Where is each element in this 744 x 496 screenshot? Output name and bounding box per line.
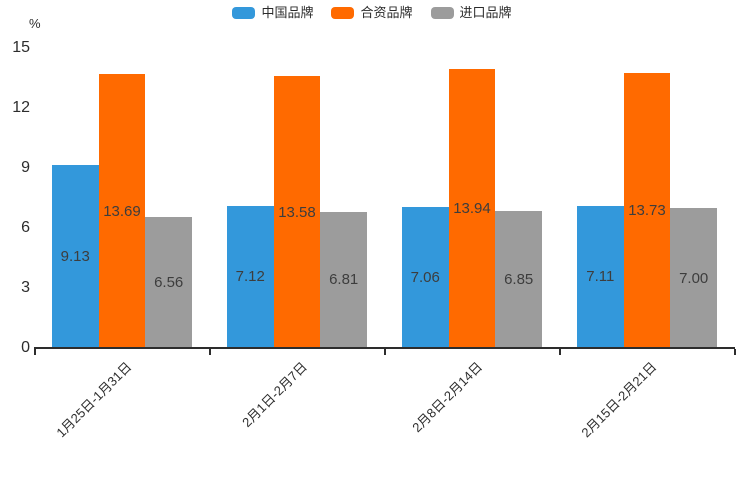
bar-series-0-cat-3: 7.11 (576, 205, 624, 348)
x-axis-tick-mark (383, 349, 386, 355)
bar-value-label: 6.56 (154, 273, 184, 291)
x-axis-tick-mark (33, 349, 36, 355)
bar-value-label: 6.81 (329, 271, 359, 289)
bar-series-2-cat-0: 6.56 (145, 216, 193, 348)
legend-swatch-icon (430, 7, 454, 19)
bar-series-2-cat-3: 7.00 (670, 208, 718, 348)
y-axis-tick-label: 0 (21, 339, 30, 356)
bar-value-label: 13.94 (453, 200, 491, 218)
x-axis-tick-mark (558, 349, 561, 355)
bar-series-0-cat-1: 7.12 (226, 205, 274, 348)
y-axis-tick-label: 15 (12, 39, 30, 56)
x-axis-category-label: 2月8日-2月14日 (408, 359, 485, 436)
bar-value-label: 13.73 (628, 202, 666, 220)
x-axis-line (34, 347, 735, 349)
y-axis-tick-label: 6 (21, 219, 30, 236)
bar-value-label: 9.13 (60, 248, 90, 266)
y-axis-unit-label: % (29, 16, 41, 31)
bar-value-label: 7.11 (586, 268, 615, 286)
legend-item-label: 合资品牌 (360, 5, 413, 20)
legend-item-1[interactable]: 合资品牌 (331, 5, 413, 21)
y-axis-tick-label: 9 (21, 159, 30, 176)
legend-item-label: 中国品牌 (261, 5, 314, 20)
legend-item-0[interactable]: 中国品牌 (232, 5, 313, 21)
legend-item-2[interactable]: 进口品牌 (430, 5, 512, 21)
bar-series-0-cat-2: 7.06 (401, 206, 449, 348)
bar-value-label: 7.06 (410, 268, 440, 286)
bar-series-1-cat-3: 13.73 (623, 73, 671, 348)
x-axis-tick-mark (733, 349, 736, 355)
legend-swatch-icon (331, 7, 355, 19)
y-axis-tick-label: 3 (21, 279, 30, 296)
x-axis-category-label: 1月25日-1月31日 (53, 359, 135, 441)
legend-swatch-icon (232, 7, 256, 19)
bar-value-label: 7.00 (679, 269, 709, 287)
y-axis-tick-label: 12 (12, 99, 30, 116)
bar-value-label: 6.85 (504, 271, 534, 288)
bar-series-2-cat-2: 6.85 (495, 211, 543, 348)
bar-value-label: 7.12 (235, 268, 265, 286)
x-axis-tick-mark (208, 349, 211, 355)
legend: 中国品牌 合资品牌 进口品牌 (0, 5, 744, 21)
bar-value-label: 13.69 (103, 202, 141, 220)
bar-series-2-cat-1: 6.81 (320, 211, 368, 348)
bar-series-1-cat-2: 13.94 (448, 69, 496, 348)
legend-item-label: 进口品牌 (459, 5, 512, 20)
bar-series-0-cat-0: 9.13 (51, 165, 99, 348)
bar-series-1-cat-1: 13.58 (273, 76, 321, 348)
x-axis-category-label: 2月15日-2月21日 (578, 359, 660, 441)
x-axis-category-label: 2月1日-2月7日 (238, 359, 310, 431)
bar-series-1-cat-0: 13.69 (98, 74, 146, 348)
bar-value-label: 13.58 (278, 203, 316, 221)
